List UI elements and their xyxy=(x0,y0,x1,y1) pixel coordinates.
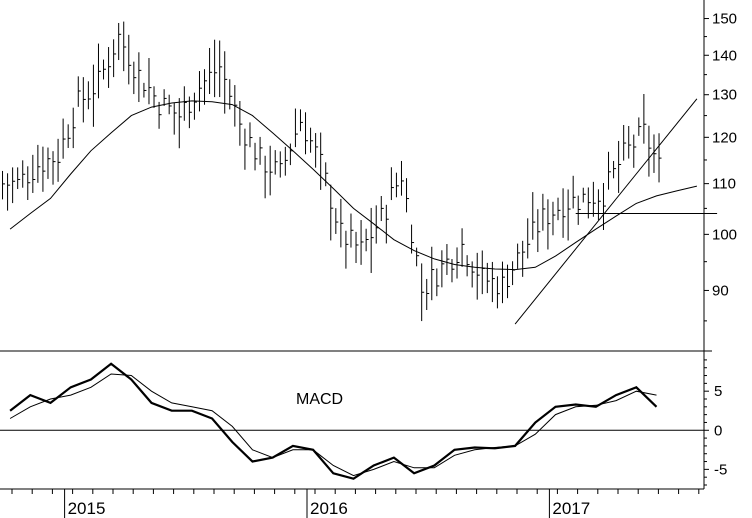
macd-panel: MACD xyxy=(0,362,704,480)
price-tick-label: 110 xyxy=(712,176,736,193)
price-tick-label: 90 xyxy=(712,282,729,299)
year-label: 2016 xyxy=(310,499,348,518)
price-tick-label: 130 xyxy=(712,87,737,104)
macd-signal-line xyxy=(9,373,657,477)
price-panel xyxy=(2,21,718,325)
price-axis-ticks: 90 100 110 120 130 140 150 xyxy=(704,11,737,322)
macd-tick-label: 0 xyxy=(714,422,722,439)
year-label: 2015 xyxy=(68,499,106,518)
year-label: 2017 xyxy=(552,499,590,518)
macd-line xyxy=(9,362,658,480)
price-tick-label: 100 xyxy=(712,226,737,243)
moving-average-line xyxy=(9,100,698,271)
price-bars xyxy=(2,21,662,322)
trendlines xyxy=(514,98,718,325)
macd-tick-label: 5 xyxy=(714,383,722,400)
macd-tick-label: -5 xyxy=(714,461,727,478)
price-tick-label: 120 xyxy=(712,129,737,146)
macd-axis-ticks: -5 0 5 xyxy=(704,359,727,486)
time-axis-ticks: 2015 2016 2017 xyxy=(11,489,700,518)
price-tick-label: 150 xyxy=(712,11,737,28)
macd-title: MACD xyxy=(296,391,343,408)
price-tick-label: 140 xyxy=(712,47,737,64)
trendline xyxy=(514,98,698,325)
